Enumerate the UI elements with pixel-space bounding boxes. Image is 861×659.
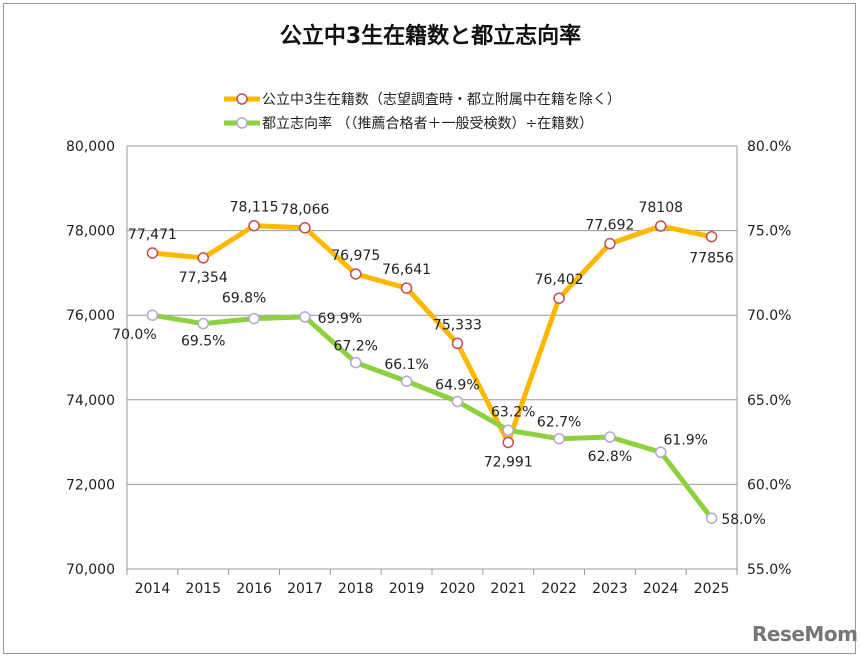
chart-frame (3, 3, 856, 654)
data-label: 69.8% (222, 291, 266, 307)
data-label: 77,692 (585, 218, 634, 234)
legend-label-rate: 都立志向率 （（推薦合格者＋一般受検数）÷在籍数） (262, 116, 594, 132)
data-point (146, 309, 159, 321)
data-label: 70.0% (112, 327, 156, 343)
series-line-0 (152, 223, 713, 445)
data-label: 77856 (689, 251, 734, 267)
data-label: 76,641 (382, 262, 431, 278)
data-point (502, 436, 514, 449)
y-left-tick-label: 76,000 (66, 308, 115, 324)
data-point (248, 312, 260, 325)
data-label: 76,402 (535, 272, 584, 288)
data-point (553, 432, 565, 445)
data-label: 72,991 (484, 454, 533, 470)
y-right-tick-label: 80.0% (747, 139, 791, 155)
legend-item-enrollment: 公立中3生在籍数（志望調査時・都立附属中在籍を除く） (222, 87, 621, 111)
y-left-tick-label: 72,000 (66, 477, 115, 493)
data-label: 64.9% (435, 377, 479, 393)
data-point (350, 356, 362, 369)
y-left-tick-label: 70,000 (66, 562, 115, 578)
legend: 公立中3生在籍数（志望調査時・都立附属中在籍を除く） 都立志向率 （（推薦合格者… (222, 87, 621, 135)
data-point (400, 282, 413, 294)
data-label: 75,333 (433, 317, 482, 333)
data-point (705, 512, 718, 524)
data-label: 78108 (638, 200, 683, 216)
resemom-logo: ReseMom (752, 622, 858, 646)
y-right-tick-label: 75.0% (747, 224, 791, 240)
data-label: 63.2% (491, 404, 535, 420)
data-label: 76,975 (331, 248, 380, 264)
data-label: 69.9% (318, 311, 362, 327)
x-tick-label: 2018 (338, 581, 374, 597)
x-tick-label: 2025 (694, 581, 730, 597)
data-point (604, 431, 616, 443)
data-label: 77,354 (179, 270, 228, 286)
x-tick-label: 2022 (541, 581, 577, 597)
x-tick-label: 2014 (135, 581, 171, 597)
data-point (502, 424, 514, 437)
data-label: 78,066 (280, 202, 329, 218)
data-label: 62.8% (588, 449, 632, 465)
data-point (400, 375, 413, 387)
legend-marker-enrollment (224, 93, 260, 105)
x-tick-label: 2017 (287, 581, 323, 597)
data-point (197, 317, 209, 330)
x-tick-label: 2019 (389, 581, 425, 597)
data-label: 77,471 (128, 227, 177, 243)
y-right-tick-label: 55.0% (747, 562, 791, 578)
data-label: 78,115 (230, 200, 279, 216)
data-point (604, 237, 616, 250)
data-point (705, 230, 718, 243)
y-left-tick-label: 80,000 (66, 139, 115, 155)
data-point (553, 292, 565, 304)
y-right-tick-label: 65.0% (747, 393, 791, 409)
y-right-tick-label: 70.0% (747, 308, 791, 324)
legend-marker-rate (224, 117, 260, 129)
data-point (655, 220, 667, 232)
data-point (299, 311, 311, 323)
chart-title: 公立中3生在籍数と都立志向率 (279, 24, 582, 49)
x-tick-label: 2020 (440, 581, 476, 597)
data-point (299, 222, 311, 234)
data-label: 69.5% (181, 334, 225, 350)
x-tick-label: 2015 (185, 581, 221, 597)
data-label: 58.0% (721, 512, 765, 528)
data-point (350, 268, 362, 280)
x-tick-label: 2024 (643, 581, 679, 597)
x-tick-label: 2023 (592, 581, 628, 597)
y-right-tick-label: 60.0% (747, 477, 791, 493)
x-tick-label: 2021 (490, 581, 526, 597)
y-left-tick-label: 74,000 (66, 393, 115, 409)
data-point (248, 219, 260, 232)
data-label: 61.9% (664, 432, 708, 448)
series-line-1 (152, 312, 714, 520)
x-tick-label: 2016 (236, 581, 272, 597)
data-point (451, 395, 464, 408)
legend-item-rate: 都立志向率 （（推薦合格者＋一般受検数）÷在籍数） (222, 111, 621, 135)
data-point (655, 446, 667, 459)
y-left-tick-label: 78,000 (66, 224, 115, 240)
data-point (197, 252, 209, 264)
data-point (146, 247, 159, 259)
data-point (451, 337, 464, 350)
data-label: 62.7% (537, 415, 581, 431)
legend-label-enrollment: 公立中3生在籍数（志望調査時・都立附属中在籍を除く） (262, 92, 621, 108)
data-label: 66.1% (384, 357, 428, 373)
data-label: 67.2% (334, 339, 378, 355)
